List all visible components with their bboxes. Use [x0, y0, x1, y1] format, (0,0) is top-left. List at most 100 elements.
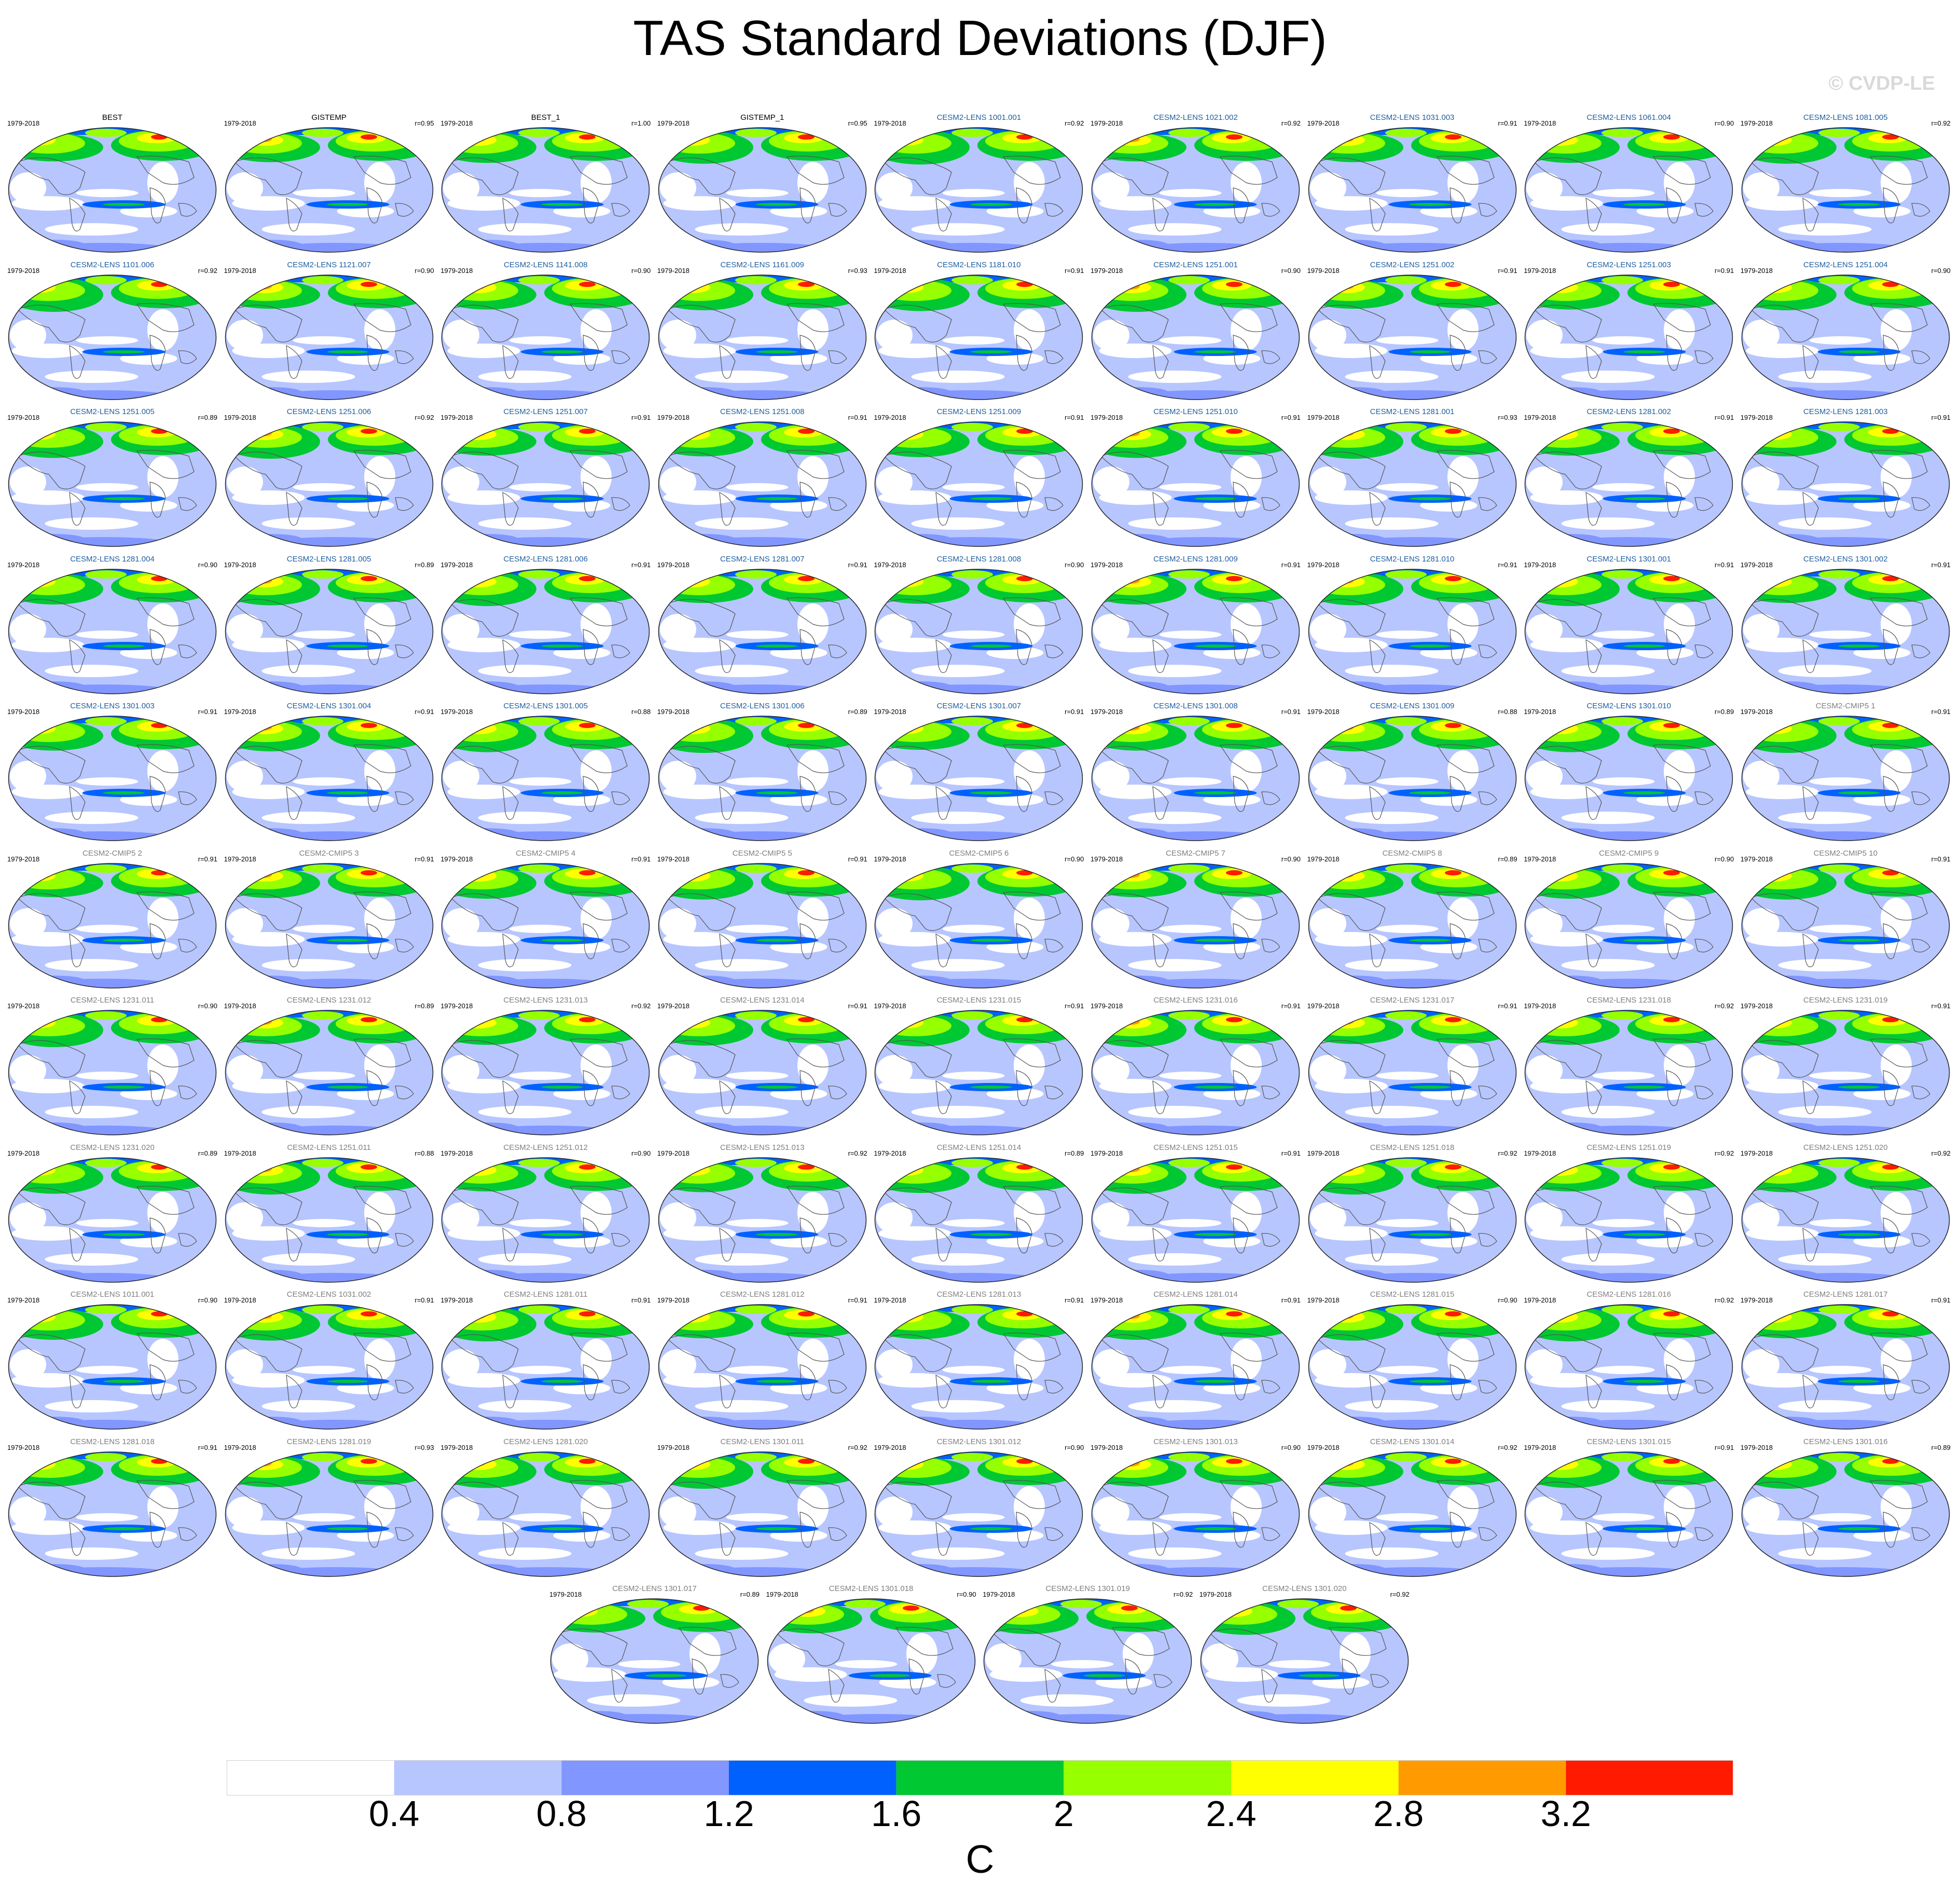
map-globe — [1091, 421, 1300, 547]
panel-title: CESM2-LENS 1281.007 — [720, 554, 805, 564]
map-globe — [441, 1451, 650, 1577]
panel-correlation: r=0.89 — [1714, 708, 1734, 716]
map-globe — [1524, 421, 1733, 547]
panel-correlation: r=0.92 — [1714, 1149, 1734, 1157]
map-panel: CESM2-LENS 1251.004 1979-2018 r=0.90 — [1737, 260, 1954, 405]
panel-period: 1979-2018 — [874, 1002, 906, 1010]
panel-correlation: r=0.91 — [1931, 1002, 1951, 1010]
map-panel: CESM2-CMIP5 8 1979-2018 r=0.89 — [1304, 849, 1521, 993]
panel-correlation: r=0.89 — [198, 414, 217, 421]
panel-title: CESM2-LENS 1251.009 — [936, 407, 1022, 416]
panel-title: CESM2-LENS 1251.013 — [720, 1143, 805, 1152]
panel-period: 1979-2018 — [766, 1590, 798, 1598]
panel-title: CESM2-LENS 1001.001 — [936, 113, 1022, 122]
map-globe — [875, 568, 1083, 694]
map-globe — [225, 1451, 433, 1577]
panel-period: 1979-2018 — [874, 414, 906, 421]
panel-period: 1979-2018 — [1091, 1149, 1123, 1157]
panel-correlation: r=0.91 — [1281, 708, 1301, 716]
panel-correlation: r=0.91 — [848, 1296, 867, 1304]
panel-period: 1979-2018 — [1307, 855, 1340, 863]
panel-title: GISTEMP — [311, 113, 347, 122]
panel-correlation: r=0.91 — [1065, 266, 1084, 275]
panel-period: 1979-2018 — [1307, 1149, 1340, 1157]
map-panel: CESM2-LENS 1251.001 1979-2018 r=0.90 — [1087, 260, 1304, 405]
panel-period: 1979-2018 — [224, 266, 256, 275]
map-panel: CESM2-LENS 1281.015 1979-2018 r=0.90 — [1304, 1290, 1521, 1434]
map-panel: CESM2-LENS 1081.005 1979-2018 r=0.92 — [1737, 113, 1954, 257]
panel-correlation: r=0.91 — [415, 708, 434, 716]
panel-title: CESM2-LENS 1231.019 — [1803, 996, 1888, 1005]
panel-period: 1979-2018 — [1524, 1443, 1556, 1451]
panel-period: 1979-2018 — [1740, 1002, 1773, 1010]
map-panel: CESM2-LENS 1101.006 1979-2018 r=0.92 — [4, 260, 220, 405]
map-panel: CESM2-LENS 1301.001 1979-2018 r=0.91 — [1521, 555, 1737, 699]
panel-period: 1979-2018 — [1740, 1149, 1773, 1157]
panel-title: CESM2-LENS 1301.016 — [1803, 1437, 1888, 1446]
panel-title: CESM2-LENS 1301.012 — [936, 1437, 1022, 1446]
panel-title: CESM2-LENS 1251.010 — [1153, 407, 1238, 416]
panel-title: CESM2-LENS 1301.003 — [70, 702, 155, 710]
panel-period: 1979-2018 — [440, 1443, 473, 1451]
map-panel: CESM2-LENS 1251.019 1979-2018 r=0.92 — [1521, 1143, 1737, 1287]
map-globe — [658, 421, 867, 547]
panel-period: 1979-2018 — [440, 855, 473, 863]
panel-correlation: r=0.91 — [1714, 414, 1734, 421]
map-globe — [1524, 568, 1733, 694]
panel-correlation: r=0.90 — [1498, 1296, 1517, 1304]
map-panel: CESM2-CMIP5 5 1979-2018 r=0.91 — [654, 849, 871, 993]
map-panel: CESM2-LENS 1301.016 1979-2018 r=0.89 — [1737, 1437, 1954, 1582]
panel-correlation: r=0.90 — [1714, 855, 1734, 863]
panel-correlation: r=0.92 — [1714, 1002, 1734, 1010]
panel-period: 1979-2018 — [7, 560, 40, 569]
panel-period: 1979-2018 — [1307, 708, 1340, 716]
colorbar — [227, 1760, 1733, 1795]
watermark-logo: © CVDP-LE — [1828, 73, 1935, 94]
map-globe — [8, 862, 217, 989]
panel-title: CESM2-LENS 1231.012 — [286, 996, 371, 1005]
panel-title: CESM2-LENS 1281.010 — [1370, 554, 1455, 564]
panel-correlation: r=0.92 — [631, 1002, 651, 1010]
panel-correlation: r=0.93 — [1498, 414, 1517, 421]
panel-title: CESM2-LENS 1281.016 — [1586, 1290, 1671, 1299]
panel-title: CESM2-LENS 1281.017 — [1803, 1290, 1888, 1299]
panel-correlation: r=0.90 — [1714, 119, 1734, 127]
panel-period: 1979-2018 — [440, 560, 473, 569]
panel-correlation: r=0.91 — [1498, 266, 1517, 275]
panel-period: 1979-2018 — [874, 560, 906, 569]
panel-correlation: r=0.89 — [415, 560, 434, 569]
panel-title: CESM2-LENS 1061.004 — [1586, 113, 1671, 122]
panel-title: CESM2-LENS 1231.017 — [1370, 996, 1455, 1005]
panel-correlation: r=0.90 — [1065, 855, 1084, 863]
panel-period: 1979-2018 — [440, 1296, 473, 1304]
map-panel: CESM2-LENS 1231.016 1979-2018 r=0.91 — [1087, 996, 1304, 1140]
panel-title: CESM2-LENS 1281.014 — [1153, 1290, 1238, 1299]
map-panel: CESM2-LENS 1021.002 1979-2018 r=0.92 — [1087, 113, 1304, 257]
colorbar-swatch — [729, 1760, 896, 1795]
map-globe — [1741, 862, 1950, 989]
panel-period: 1979-2018 — [1740, 1296, 1773, 1304]
panel-period: 1979-2018 — [1091, 855, 1123, 863]
panel-correlation: r=0.91 — [1281, 1149, 1301, 1157]
panel-correlation: r=0.90 — [415, 266, 434, 275]
map-globe — [658, 862, 867, 989]
panel-period: 1979-2018 — [7, 708, 40, 716]
panel-correlation: r=0.91 — [1714, 266, 1734, 275]
map-globe — [1308, 716, 1516, 841]
panel-title: CESM2-LENS 1301.011 — [720, 1437, 805, 1446]
panel-correlation: r=0.91 — [1065, 1002, 1084, 1010]
map-globe — [1741, 421, 1950, 547]
map-globe — [1741, 1304, 1950, 1430]
panel-correlation: r=0.92 — [1065, 119, 1084, 127]
panel-correlation: r=0.91 — [1065, 708, 1084, 716]
panel-period: 1979-2018 — [224, 708, 256, 716]
map-panel: CESM2-LENS 1161.009 1979-2018 r=0.93 — [654, 260, 871, 405]
panel-period: 1979-2018 — [657, 266, 689, 275]
panel-title: CESM2-LENS 1281.002 — [1586, 407, 1671, 416]
map-panel: CESM2-LENS 1251.005 1979-2018 r=0.89 — [4, 407, 220, 552]
panel-period: 1979-2018 — [1307, 414, 1340, 421]
panel-period: 1979-2018 — [657, 1149, 689, 1157]
colorbar-tick-label: 1.2 — [703, 1793, 754, 1834]
panel-period: 1979-2018 — [1740, 119, 1773, 127]
panel-correlation: r=0.92 — [848, 1149, 867, 1157]
